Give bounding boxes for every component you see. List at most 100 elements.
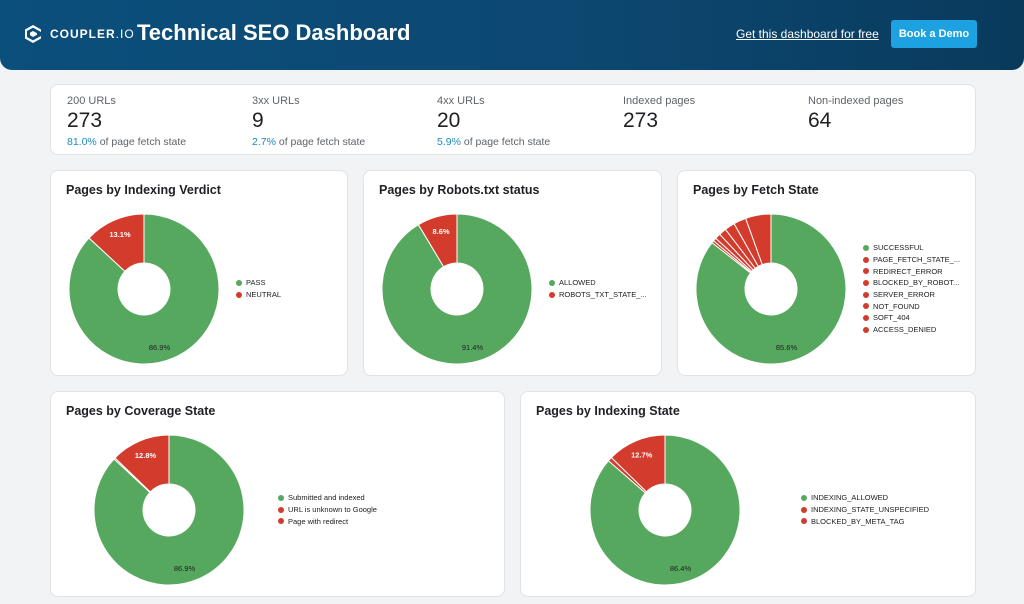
pie-slice-0[interactable]: [381, 213, 533, 365]
legend-item[interactable]: BLOCKED_BY_META_TAG: [801, 515, 929, 527]
kpi-percent: 2.7%: [252, 136, 276, 148]
legend-item[interactable]: ALLOWED: [549, 277, 647, 289]
pie-slice-0[interactable]: [93, 434, 245, 586]
pie-slice-1[interactable]: [744, 213, 772, 266]
page-title: Technical SEO Dashboard: [137, 20, 411, 45]
legend-dot-icon: [863, 326, 869, 333]
pie-slice-1[interactable]: [88, 213, 145, 273]
legend-item[interactable]: SUCCESSFUL: [863, 242, 960, 254]
legend-dot-icon: [863, 268, 869, 275]
pie-slice-1[interactable]: [417, 213, 458, 268]
slice-label: 91.4%: [462, 343, 484, 352]
legend-item[interactable]: SERVER_ERROR: [863, 289, 960, 301]
kpi-value: 9: [252, 109, 264, 132]
pie-slice-2[interactable]: [607, 456, 648, 494]
kpi-subtext: 81.0% of page fetch state: [67, 136, 186, 148]
donut-chart-fetch-state[interactable]: 85.6%: [693, 211, 849, 367]
legend-item[interactable]: ROBOTS_TXT_STATE_...: [549, 289, 647, 301]
legend-item[interactable]: BLOCKED_BY_ROBOT...: [863, 277, 960, 289]
kpi-sub-label: of page fetch state: [275, 136, 366, 148]
legend-item[interactable]: PAGE_FETCH_STATE_...: [863, 254, 960, 266]
kpi-label: 4xx URLs: [437, 95, 485, 107]
kpi-percent: 5.9%: [437, 136, 461, 148]
legend-label: NEUTRAL: [246, 290, 282, 300]
pie-slice-1[interactable]: [114, 434, 170, 493]
kpi-label: 3xx URLs: [252, 95, 300, 107]
pie-slice-0[interactable]: [68, 213, 220, 365]
slice-label: 12.7%: [631, 451, 653, 460]
chart-legend: ALLOWED ROBOTS_TXT_STATE_...: [549, 277, 647, 300]
pie-slice-7[interactable]: [711, 240, 752, 274]
kpi-value: 64: [808, 109, 832, 132]
legend-dot-icon: [863, 244, 869, 251]
legend-dot-icon: [236, 291, 242, 298]
chart-title: Pages by Indexing Verdict: [66, 183, 221, 197]
kpi-subtext: 5.9% of page fetch state: [437, 136, 550, 148]
kpi-value: 20: [437, 109, 461, 132]
legend-item[interactable]: PASS: [236, 277, 281, 289]
legend-dot-icon: [863, 303, 869, 310]
chart-title: Pages by Fetch State: [693, 183, 819, 197]
kpi-sub-label: of page fetch state: [96, 136, 187, 148]
pie-slice-0[interactable]: [695, 213, 847, 365]
legend-label: BLOCKED_BY_ROBOT...: [873, 278, 960, 288]
legend-dot-icon: [801, 506, 807, 513]
chart-legend: INDEXING_ALLOWED INDEXING_STATE_UNSPECIFI…: [801, 492, 929, 527]
chart-legend: PASS NEUTRAL: [236, 277, 281, 300]
slice-label: 86.4%: [670, 564, 692, 573]
slice-label: 86.9%: [174, 564, 196, 573]
legend-label: INDEXING_ALLOWED: [811, 493, 889, 503]
legend-dot-icon: [278, 518, 284, 525]
legend-dot-icon: [863, 314, 869, 321]
dashboard-header: COUPLER.IO Technical SEO Dashboard Get t…: [0, 0, 1024, 70]
slice-label: 13.1%: [109, 230, 131, 239]
donut-chart-coverage-state[interactable]: 86.9% 12.8%: [91, 432, 247, 588]
legend-item[interactable]: REDIRECT_ERROR: [863, 265, 960, 277]
kpi-non-indexed-pages: Non-indexed pages 64: [808, 95, 903, 133]
slice-label: 12.8%: [135, 451, 157, 460]
legend-item[interactable]: URL is unknown to Google: [278, 504, 377, 516]
chart-card-indexing-state: Pages by Indexing State 86.4% 12.7% INDEX…: [520, 391, 976, 597]
logo-text: COUPLER.IO: [50, 27, 135, 41]
legend-item[interactable]: NOT_FOUND: [863, 300, 960, 312]
donut-chart-indexing-state[interactable]: 86.4% 12.7%: [587, 432, 743, 588]
kpi-label: Non-indexed pages: [808, 95, 904, 107]
legend-label: ACCESS_DENIED: [873, 325, 937, 335]
kpi-label: 200 URLs: [67, 95, 116, 107]
legend-dot-icon: [549, 279, 555, 286]
legend-dot-icon: [863, 279, 869, 286]
chart-card-coverage-state: Pages by Coverage State 86.9% 12.8% Submi…: [50, 391, 505, 597]
legend-item[interactable]: Page with redirect: [278, 515, 377, 527]
legend-label: URL is unknown to Google: [288, 505, 377, 515]
donut-chart-indexing-verdict[interactable]: 86.9% 13.1%: [66, 211, 222, 367]
kpi-sub-label: of page fetch state: [460, 136, 551, 148]
legend-item[interactable]: ACCESS_DENIED: [863, 324, 960, 336]
legend-dot-icon: [863, 291, 869, 298]
legend-dot-icon: [801, 518, 807, 525]
kpi-percent: 81.0%: [67, 136, 97, 148]
slice-label: 85.6%: [776, 343, 798, 352]
coupler-logo[interactable]: COUPLER.IO: [22, 23, 135, 45]
pie-slice-0[interactable]: [589, 434, 741, 586]
get-dashboard-link[interactable]: Get this dashboard for free: [736, 27, 879, 41]
book-demo-button[interactable]: Book a Demo: [891, 20, 977, 48]
legend-dot-icon: [278, 506, 284, 513]
kpi-label: Indexed pages: [623, 95, 696, 107]
legend-label: Submitted and indexed: [288, 493, 365, 503]
pie-slice-2[interactable]: [113, 457, 151, 494]
legend-item[interactable]: NEUTRAL: [236, 289, 281, 301]
donut-chart-robots-status[interactable]: 91.4% 8.6%: [379, 211, 535, 367]
legend-label: SUCCESSFUL: [873, 243, 924, 253]
pie-slice-1[interactable]: [610, 434, 666, 493]
legend-item[interactable]: SOFT_404: [863, 312, 960, 324]
legend-item[interactable]: INDEXING_ALLOWED: [801, 492, 929, 504]
legend-item[interactable]: Submitted and indexed: [278, 492, 377, 504]
chart-title: Pages by Indexing State: [536, 404, 680, 418]
legend-dot-icon: [863, 256, 869, 263]
legend-label: REDIRECT_ERROR: [873, 266, 943, 276]
legend-item[interactable]: INDEXING_STATE_UNSPECIFIED: [801, 504, 929, 516]
chart-legend: Submitted and indexed URL is unknown to G…: [278, 492, 377, 527]
legend-label: SERVER_ERROR: [873, 290, 935, 300]
kpi-4xx-urls: 4xx URLs 20 5.9% of page fetch state: [437, 95, 550, 148]
legend-label: PASS: [246, 278, 266, 288]
